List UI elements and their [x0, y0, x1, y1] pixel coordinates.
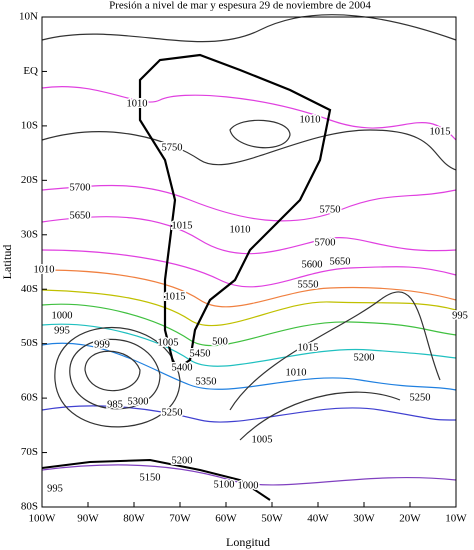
- y-tick-label: EQ: [23, 65, 38, 77]
- x-tick-label: 40W: [307, 513, 329, 525]
- contour-label: 1005: [158, 337, 179, 348]
- contour-label: 5750: [320, 204, 341, 215]
- x-axis-label: Longitud: [226, 535, 270, 549]
- contour-label: 1005: [252, 434, 273, 445]
- contour-label: 1015: [298, 342, 319, 353]
- contour-label: 1010: [286, 367, 307, 378]
- contour-label: 5650: [70, 210, 91, 221]
- y-tick-label: 10S: [21, 119, 38, 131]
- contour-label: 1010: [230, 224, 251, 235]
- contour-label: 1015: [165, 291, 186, 302]
- map-frame: [41, 16, 457, 508]
- contour-label: 1000: [238, 480, 259, 491]
- contour-label: 995: [47, 483, 63, 494]
- x-tick-label: 10W: [445, 513, 467, 525]
- contour-label: 5750: [162, 142, 183, 153]
- x-tick-label: 50W: [261, 513, 283, 525]
- contour-label: 1010: [127, 98, 148, 109]
- contour-label: 5250: [410, 392, 431, 403]
- y-tick-label: 30S: [21, 228, 38, 240]
- contour-label: 1010: [300, 114, 321, 125]
- y-tick-label: 10N: [19, 11, 38, 23]
- y-tick-label: 20S: [21, 174, 38, 186]
- contour-label: 5700: [315, 237, 336, 248]
- antarctica-coast: [41, 458, 271, 501]
- y-tick-label: 40S: [21, 283, 38, 295]
- contour-label: 5150: [140, 472, 161, 483]
- contour-label: 5450: [190, 348, 211, 359]
- contour-label: 1015: [172, 220, 193, 231]
- contour-label: 985: [107, 399, 123, 410]
- contour-label: 5100: [214, 479, 235, 490]
- contour-label: 5200: [354, 352, 375, 363]
- contour-label: 999: [94, 339, 110, 350]
- y-tick-label: 50S: [21, 337, 38, 349]
- contour-label: 5400: [172, 362, 193, 373]
- contour-label: 5350: [196, 376, 217, 387]
- contour-label: 1015: [430, 126, 451, 137]
- contour-label: 5600: [302, 259, 323, 270]
- x-tick-label: 30W: [353, 513, 375, 525]
- map-title: Presión a nivel de mar y espesura 29 de …: [109, 0, 371, 12]
- contour-label: 5650: [330, 256, 351, 267]
- x-tick-label: 20W: [399, 513, 421, 525]
- y-axis-label: Latitud: [0, 245, 14, 280]
- x-tick-label: 100W: [29, 513, 57, 525]
- contour-label: 5200: [172, 455, 193, 466]
- contour-label: 500: [212, 336, 228, 347]
- coastline: [138, 53, 332, 372]
- y-tick-label: 60S: [21, 392, 38, 404]
- y-tick-label: 80S: [21, 501, 38, 513]
- contour-label: 5300: [128, 396, 149, 407]
- contour-label: 995: [452, 310, 468, 321]
- contour-label: 5250: [162, 407, 183, 418]
- x-tick-label: 70W: [169, 513, 191, 525]
- x-tick-label: 60W: [215, 513, 237, 525]
- contour-label: 5700: [70, 182, 91, 193]
- contour-label: 1010: [34, 264, 55, 275]
- contour-label: 1000: [52, 310, 73, 321]
- contours: [41, 14, 457, 486]
- x-tick-label: 90W: [77, 513, 99, 525]
- y-tick-label: 70S: [21, 446, 38, 458]
- contour-label: 5550: [298, 279, 319, 290]
- contour-label: 995: [54, 325, 70, 336]
- x-tick-label: 80W: [123, 513, 145, 525]
